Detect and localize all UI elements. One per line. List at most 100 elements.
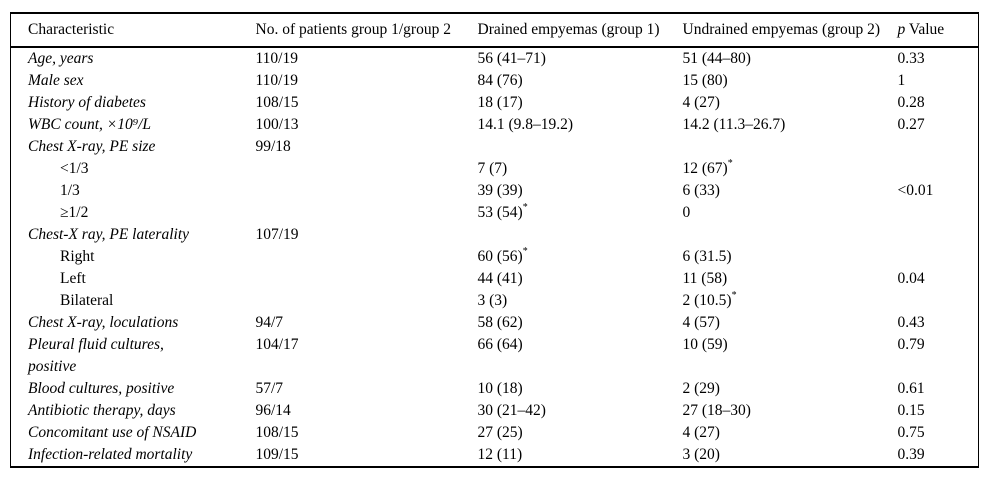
row-label: Age, years (28, 50, 94, 67)
cell-n-patients: 100/13 (255, 116, 299, 133)
cell-group2: 4 (27) (682, 424, 720, 441)
row-label: Infection-related mortality (28, 446, 193, 463)
cell-group2: 11 (58) (682, 270, 728, 287)
cell-group2: 4 (57) (682, 314, 720, 331)
row-label: WBC count, ×10⁹/L (28, 116, 152, 133)
footnote-asterisk: * (727, 157, 733, 169)
table-row: Left 44 (41) 11 (58) 0.04 (11, 268, 979, 290)
cell-group2: 51 (44–80) (682, 50, 751, 67)
row-label: Chest-X ray, PE laterality (28, 226, 190, 243)
cell-p-value: 0.15 (897, 402, 925, 419)
cell-p-value: 0.61 (897, 380, 925, 397)
col-header-group2: Undrained empyemas (group 2) (682, 13, 898, 48)
cell-n-patients (256, 202, 478, 224)
cell-p-value: 0.28 (897, 94, 925, 111)
table-row: Age, years 110/19 56 (41–71) 51 (44–80) 0.33 (11, 47, 979, 70)
cell-group1: 53 (54)* (477, 201, 528, 221)
cell-p-value: 0.43 (897, 314, 925, 331)
table-row: History of diabetes 108/15 18 (17) 4 (27) 0.… (11, 92, 979, 114)
cell-group2: 2 (29) (682, 380, 720, 397)
footnote-asterisk: * (522, 201, 528, 213)
cell-group1: 44 (41) (477, 270, 523, 287)
cell-p-value (898, 158, 979, 180)
col-header-group1: Drained empyemas (group 1) (477, 13, 683, 48)
cell-n-patients: 99/18 (255, 138, 291, 155)
cell-group2: 3 (20) (682, 446, 720, 463)
table-row: 1/3 39 (39) 6 (33) <0.01 (11, 180, 979, 202)
cell-group1: 27 (25) (477, 424, 523, 441)
row-label: Bilateral (60, 292, 114, 309)
cell-n-patients (256, 290, 478, 312)
cell-p-value: 0.39 (897, 446, 925, 463)
table-row: Male sex 110/19 84 (76) 15 (80) 1 (11, 70, 979, 92)
row-label: Antibiotic therapy, days (28, 402, 176, 419)
cell-group2: 2 (10.5)* (682, 289, 737, 309)
row-label: Pleural fluid cultures, positive (28, 336, 164, 375)
cell-group1: 7 (7) (477, 160, 508, 177)
cell-p-value (898, 246, 979, 268)
table-row: Chest X-ray, PE size 99/18 (11, 136, 979, 158)
characteristics-table: Characteristic No. of patients group 1/g… (10, 12, 979, 468)
table-row: Pleural fluid cultures, positive 104/17 66… (11, 334, 979, 378)
cell-group1: 30 (21–42) (477, 402, 546, 419)
row-label: Male sex (28, 72, 84, 89)
cell-group2: 0 (682, 204, 691, 221)
cell-group1: 10 (18) (477, 380, 523, 397)
col-header-n-patients: No. of patients group 1/group 2 (255, 13, 478, 48)
cell-n-patients (256, 180, 478, 202)
cell-n-patients: 57/7 (255, 380, 284, 397)
cell-group2: 15 (80) (682, 72, 728, 89)
cell-p-value: <0.01 (897, 182, 934, 199)
cell-n-patients: 96/14 (255, 402, 291, 419)
cell-group2: 6 (31.5) (682, 248, 732, 265)
row-label: Chest X-ray, loculations (28, 314, 179, 331)
cell-p-value (898, 136, 979, 158)
row-label: Chest X-ray, PE size (28, 138, 156, 155)
cell-group2: 4 (27) (682, 94, 720, 111)
table-row: Concomitant use of NSAID 108/15 27 (25) 4 (… (11, 422, 979, 444)
cell-group1: 39 (39) (477, 182, 523, 199)
col-header-characteristic: Characteristic (10, 13, 256, 48)
cell-group2: 6 (33) (682, 182, 720, 199)
cell-n-patients: 94/7 (255, 314, 284, 331)
row-label: History of diabetes (28, 94, 146, 111)
table-row: ≥1/2 53 (54)* 0 (11, 202, 979, 224)
cell-p-value: 1 (897, 72, 906, 89)
cell-n-patients: 109/15 (255, 446, 299, 463)
cell-n-patients: 108/15 (255, 94, 299, 111)
cell-group1: 66 (64) (477, 336, 523, 353)
row-label: 1/3 (60, 182, 80, 199)
table-row: Antibiotic therapy, days 96/14 30 (21–42) 2… (11, 400, 979, 422)
table-row: Bilateral 3 (3) 2 (10.5)* (11, 290, 979, 312)
cell-group1: 58 (62) (477, 314, 523, 331)
cell-group1 (478, 224, 683, 246)
cell-n-patients: 110/19 (255, 72, 298, 89)
table-row: <1/3 7 (7) 12 (67)* (11, 158, 979, 180)
cell-group1: 14.1 (9.8–19.2) (477, 116, 574, 133)
cell-group2: 27 (18–30) (682, 402, 751, 419)
cell-group2: 14.2 (11.3–26.7) (682, 116, 786, 133)
row-label: Right (60, 248, 95, 265)
cell-n-patients: 104/17 (255, 336, 299, 353)
table-row: Blood cultures, positive 57/7 10 (18) 2 (29… (11, 378, 979, 400)
cell-n-patients: 108/15 (255, 424, 299, 441)
cell-p-value (898, 202, 979, 224)
cell-group2: 10 (59) (682, 336, 728, 353)
row-label: Left (60, 270, 86, 287)
cell-group1: 56 (41–71) (477, 50, 546, 67)
footnote-asterisk: * (731, 289, 737, 301)
col-header-p-value: p Value (897, 13, 979, 48)
table-row: Infection-related mortality 109/15 12 (11)… (11, 444, 979, 467)
cell-p-value: 0.27 (897, 116, 925, 133)
cell-n-patients (256, 268, 478, 290)
cell-group1: 12 (11) (477, 446, 523, 463)
cell-n-patients (256, 158, 478, 180)
cell-group1 (478, 136, 683, 158)
cell-group2 (683, 224, 898, 246)
row-label: Blood cultures, positive (28, 380, 175, 397)
p-value-italic-p: p (897, 21, 906, 38)
paper-table-page: Characteristic No. of patients group 1/g… (0, 12, 992, 468)
cell-group1: 84 (76) (477, 72, 523, 89)
cell-group2 (683, 136, 898, 158)
cell-n-patients: 110/19 (255, 50, 298, 67)
